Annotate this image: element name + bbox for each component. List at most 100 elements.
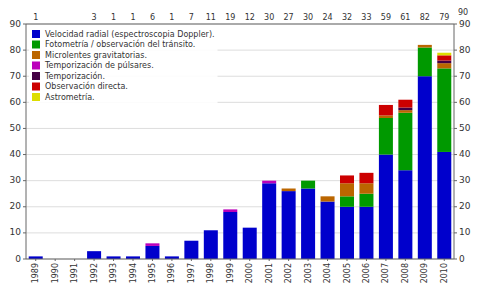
bar-segment (165, 256, 179, 257)
bar-segment (418, 44, 432, 45)
bar-segment (87, 251, 101, 252)
y-tick (23, 180, 26, 181)
x-tick (210, 259, 211, 261)
bar-segment (321, 196, 335, 197)
bar-segment (398, 113, 412, 170)
top-total-label: 30 (264, 13, 274, 22)
bar-segment (204, 230, 218, 231)
bar-segment (282, 191, 296, 259)
bar-segment (184, 240, 198, 241)
bar-segment (262, 180, 276, 181)
bar-segment (29, 256, 43, 257)
bar-segment (145, 243, 159, 244)
bar-segment (398, 110, 412, 113)
top-total-label: 32 (342, 13, 352, 22)
bar-segment (437, 152, 451, 259)
bar-segment (359, 172, 373, 173)
top-total-label: 82 (420, 13, 430, 22)
bar-segment (418, 76, 432, 259)
top-total-label: 19 (225, 13, 235, 22)
legend-swatch (32, 62, 40, 70)
y-tick (23, 24, 26, 25)
x-tick (249, 259, 250, 261)
y2-tick (454, 232, 457, 233)
bar-segment (29, 256, 43, 257)
bar-segment (437, 55, 451, 60)
axes: 0102030405060708090010203040506070809019… (10, 13, 471, 283)
bar-segment (321, 196, 335, 197)
x-tick-label: 2001 (265, 263, 274, 283)
legend-label: Observación directa. (45, 81, 128, 91)
x-tick (385, 259, 386, 261)
bar-segment (301, 180, 315, 181)
x-tick (35, 259, 36, 261)
y-tick (23, 154, 26, 155)
bar-segment (340, 207, 354, 259)
bar-segment (243, 227, 257, 228)
y-tick (23, 76, 26, 77)
bar-segment (126, 256, 140, 257)
y2-tick-label: 80 (459, 45, 471, 55)
bar-segment (301, 180, 315, 181)
x-tick-label: 1997 (187, 263, 196, 283)
bar-segment (340, 175, 354, 176)
x-tick (113, 259, 114, 261)
top-total-label: 1 (130, 13, 135, 22)
bar-segment (321, 202, 335, 259)
bar-segment (301, 180, 315, 181)
bar-segment (87, 251, 101, 259)
bar-segment (87, 251, 101, 252)
top-axis-line (26, 24, 454, 25)
bar-segment (418, 44, 432, 45)
bar-segment (243, 227, 257, 228)
y-tick-label: 20 (10, 201, 22, 211)
annotation: 90 (458, 8, 468, 17)
bar-segment (204, 230, 218, 231)
y2-axis-line (454, 24, 455, 259)
y2-tick (454, 76, 457, 77)
x-tick (171, 259, 172, 261)
bar-segment (359, 194, 373, 207)
bar-segment (301, 189, 315, 260)
y2-tick-label: 40 (459, 149, 471, 159)
bar-segment (223, 209, 237, 210)
top-total-label: 11 (206, 13, 216, 22)
x-tick-label: 1999 (226, 263, 235, 283)
y2-tick (454, 206, 457, 207)
y-tick (23, 50, 26, 51)
bar-segment (398, 100, 412, 108)
x-tick-label: 2006 (362, 263, 371, 283)
y-tick-label: 50 (10, 123, 22, 133)
bar-series (145, 181, 276, 246)
x-tick (152, 259, 153, 261)
bar-segment (243, 228, 257, 259)
bar-segment (301, 180, 315, 181)
bar-segment (145, 243, 159, 246)
bar-segment (107, 256, 121, 257)
bar-segment (87, 251, 101, 252)
bar-segment (107, 256, 121, 257)
top-total-label: 12 (245, 13, 255, 22)
x-tick (347, 259, 348, 261)
y-tick (23, 259, 26, 260)
bar-segment (379, 105, 393, 115)
bar-segment (282, 188, 296, 189)
bar-segment (165, 256, 179, 257)
x-tick (230, 259, 231, 261)
x-tick-label: 1993 (109, 263, 118, 283)
bar-segment (184, 240, 198, 241)
x-tick-label: 1995 (148, 263, 157, 283)
legend-swatch (32, 93, 40, 101)
bar-segment (262, 180, 276, 181)
bar-segment (107, 256, 121, 257)
y-tick-label: 10 (10, 227, 22, 237)
bar-segment (29, 256, 43, 257)
bar-series (437, 53, 451, 56)
x-tick (424, 259, 425, 261)
bar-segment (282, 189, 296, 192)
x-tick-label: 2007 (381, 263, 390, 283)
y-tick (23, 102, 26, 103)
x-tick-label: 2009 (420, 263, 429, 283)
bar-segment (301, 181, 315, 189)
legend-label: Astrometría. (45, 93, 95, 102)
